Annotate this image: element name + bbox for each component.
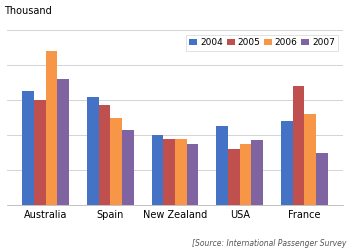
Bar xyxy=(152,135,163,205)
Bar xyxy=(281,121,293,205)
Bar xyxy=(22,91,34,205)
Bar xyxy=(110,118,122,205)
Legend: 2004, 2005, 2006, 2007: 2004, 2005, 2006, 2007 xyxy=(186,34,338,51)
Bar xyxy=(240,144,251,205)
Bar xyxy=(316,152,328,205)
Bar xyxy=(175,138,187,205)
Bar xyxy=(187,144,198,205)
Bar xyxy=(57,79,69,205)
Text: Thousand: Thousand xyxy=(4,6,51,16)
Bar xyxy=(34,100,46,205)
Bar xyxy=(216,126,228,205)
Bar xyxy=(293,86,304,205)
Bar xyxy=(122,130,134,205)
Bar xyxy=(251,140,263,205)
Bar xyxy=(46,51,57,205)
Bar xyxy=(163,138,175,205)
Bar xyxy=(87,96,99,205)
Bar xyxy=(304,114,316,205)
Bar xyxy=(99,105,110,205)
Text: [Source: International Passenger Survey: [Source: International Passenger Survey xyxy=(192,238,346,248)
Bar xyxy=(228,149,240,205)
